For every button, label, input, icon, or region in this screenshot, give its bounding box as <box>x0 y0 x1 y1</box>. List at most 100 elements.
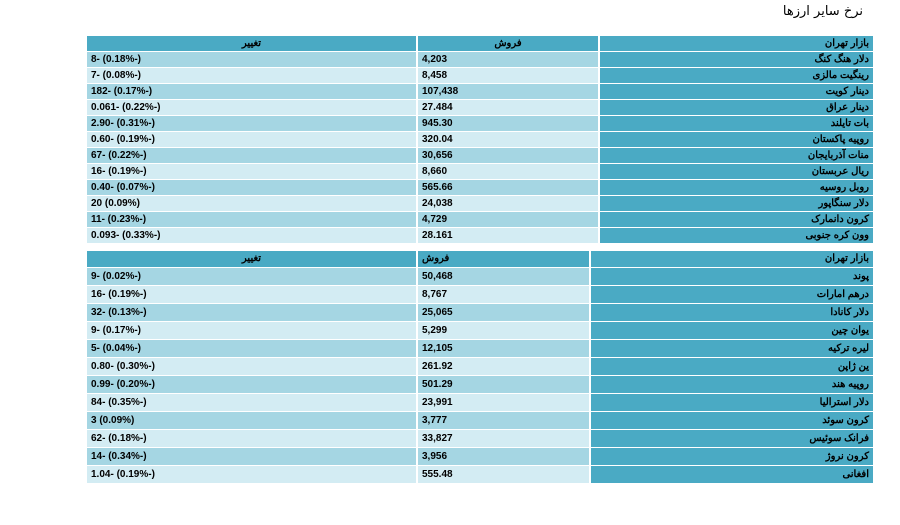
sell-price-cell: 50,468 <box>418 268 589 285</box>
table-row: 84- (0.35%-) 23,991 دلار استرالیا <box>87 394 873 411</box>
currency-name-cell: ریال عربستان <box>600 164 873 179</box>
currency-name-cell: دلار کانادا <box>591 304 873 321</box>
currency-name-cell: رینگیت مالزی <box>600 68 873 83</box>
currency-name-cell: افغانی <box>591 466 873 483</box>
sell-price-cell: 3,956 <box>418 448 589 465</box>
currency-name-cell: کرون نروژ <box>591 448 873 465</box>
sell-price-cell: 8,458 <box>418 68 598 83</box>
currency-name-cell: پوند <box>591 268 873 285</box>
table-row: 62- (0.18%-) 33,827 فرانک سوئیس <box>87 430 873 447</box>
change-cell: 67- (0.22%-) <box>87 148 416 163</box>
change-cell: 16- (0.19%-) <box>87 164 416 179</box>
table-row: 0.80- (0.30%-) 261.92 ین ژاپن <box>87 358 873 375</box>
table-row: 0.093- (0.33%-) 28.161 وون کره جنوبی <box>87 228 873 243</box>
table-header-row: تغییر فروش بازار تهران <box>87 36 873 51</box>
currency-name-cell: فرانک سوئیس <box>591 430 873 447</box>
change-cell: 5- (0.04%-) <box>87 340 416 357</box>
sell-price-cell: 3,777 <box>418 412 589 429</box>
currency-table-2: تغییر فروش بازار تهران 9- (0.02%-) 50,468… <box>85 250 875 484</box>
sell-price-cell: 25,065 <box>418 304 589 321</box>
sell-price-cell: 555.48 <box>418 466 589 483</box>
table-row: 2.90- (0.31%-) 945.30 بات تایلند <box>87 116 873 131</box>
table-row: 9- (0.17%-) 5,299 یوان چین <box>87 322 873 339</box>
change-cell: 11- (0.23%-) <box>87 212 416 227</box>
currency-name-cell: لیره ترکیه <box>591 340 873 357</box>
currency-name-cell: منات آذربایجان <box>600 148 873 163</box>
change-cell: 84- (0.35%-) <box>87 394 416 411</box>
change-cell: 3 (0.09%) <box>87 412 416 429</box>
table-row: 11- (0.23%-) 4,729 کرون دانمارک <box>87 212 873 227</box>
currency-name-cell: وون کره جنوبی <box>600 228 873 243</box>
change-cell: 1.04- (0.19%-) <box>87 466 416 483</box>
table-row: 1.04- (0.19%-) 555.48 افغانی <box>87 466 873 483</box>
table-row: 20 (0.09%) 24,038 دلار سنگاپور <box>87 196 873 211</box>
sell-price-cell: 12,105 <box>418 340 589 357</box>
header-change: تغییر <box>87 36 416 51</box>
currency-name-cell: دینار عراق <box>600 100 873 115</box>
change-cell: 9- (0.17%-) <box>87 322 416 339</box>
table-row: 7- (0.08%-) 8,458 رینگیت مالزی <box>87 68 873 83</box>
currency-name-cell: بات تایلند <box>600 116 873 131</box>
change-cell: 9- (0.02%-) <box>87 268 416 285</box>
change-cell: 8- (0.18%-) <box>87 52 416 67</box>
table-row: 32- (0.13%-) 25,065 دلار کانادا <box>87 304 873 321</box>
change-cell: 0.99- (0.20%-) <box>87 376 416 393</box>
sell-price-cell: 8,767 <box>418 286 589 303</box>
sell-price-cell: 501.29 <box>418 376 589 393</box>
table-row: 8- (0.18%-) 4,203 دلار هنگ کنگ <box>87 52 873 67</box>
change-cell: 16- (0.19%-) <box>87 286 416 303</box>
currency-name-cell: روبل روسیه <box>600 180 873 195</box>
currency-name-cell: دلار استرالیا <box>591 394 873 411</box>
table-row: 3 (0.09%) 3,777 کرون سوئد <box>87 412 873 429</box>
currency-name-cell: دلار سنگاپور <box>600 196 873 211</box>
currency-table-1: تغییر فروش بازار تهران 8- (0.18%-) 4,203 د… <box>85 35 875 244</box>
change-cell: 0.40- (0.07%-) <box>87 180 416 195</box>
table-row: 16- (0.19%-) 8,767 درهم امارات <box>87 286 873 303</box>
change-cell: 7- (0.08%-) <box>87 68 416 83</box>
change-cell: 14- (0.34%-) <box>87 448 416 465</box>
change-cell: 62- (0.18%-) <box>87 430 416 447</box>
header-sell: فروش <box>418 251 589 267</box>
table-row: 182- (0.17%-) 107,438 دینار کویت <box>87 84 873 99</box>
currency-name-cell: روپیه پاکستان <box>600 132 873 147</box>
sell-price-cell: 28.161 <box>418 228 598 243</box>
change-cell: 0.80- (0.30%-) <box>87 358 416 375</box>
table-row: 0.061- (0.22%-) 27.484 دینار عراق <box>87 100 873 115</box>
change-cell: 32- (0.13%-) <box>87 304 416 321</box>
currency-name-cell: کرون سوئد <box>591 412 873 429</box>
currency-name-cell: دینار کویت <box>600 84 873 99</box>
sell-price-cell: 107,438 <box>418 84 598 99</box>
change-cell: 0.093- (0.33%-) <box>87 228 416 243</box>
change-cell: 20 (0.09%) <box>87 196 416 211</box>
sell-price-cell: 5,299 <box>418 322 589 339</box>
table-row: 5- (0.04%-) 12,105 لیره ترکیه <box>87 340 873 357</box>
header-sell: فروش <box>418 36 598 51</box>
table-row: 16- (0.19%-) 8,660 ریال عربستان <box>87 164 873 179</box>
sell-price-cell: 33,827 <box>418 430 589 447</box>
sell-price-cell: 261.92 <box>418 358 589 375</box>
sell-price-cell: 4,729 <box>418 212 598 227</box>
change-cell: 2.90- (0.31%-) <box>87 116 416 131</box>
currency-name-cell: دلار هنگ کنگ <box>600 52 873 67</box>
sell-price-cell: 8,660 <box>418 164 598 179</box>
sell-price-cell: 320.04 <box>418 132 598 147</box>
header-market: بازار تهران <box>600 36 873 51</box>
sell-price-cell: 24,038 <box>418 196 598 211</box>
table-row: 0.99- (0.20%-) 501.29 روپیه هند <box>87 376 873 393</box>
sell-price-cell: 945.30 <box>418 116 598 131</box>
table-row: 67- (0.22%-) 30,656 منات آذربایجان <box>87 148 873 163</box>
sell-price-cell: 30,656 <box>418 148 598 163</box>
header-market: بازار تهران <box>591 251 873 267</box>
change-cell: 0.60- (0.19%-) <box>87 132 416 147</box>
currency-name-cell: یوان چین <box>591 322 873 339</box>
change-cell: 0.061- (0.22%-) <box>87 100 416 115</box>
table-row: 0.40- (0.07%-) 565.66 روبل روسیه <box>87 180 873 195</box>
table-row: 9- (0.02%-) 50,468 پوند <box>87 268 873 285</box>
sell-price-cell: 27.484 <box>418 100 598 115</box>
sell-price-cell: 23,991 <box>418 394 589 411</box>
table-row: 0.60- (0.19%-) 320.04 روپیه پاکستان <box>87 132 873 147</box>
table-row: 14- (0.34%-) 3,956 کرون نروژ <box>87 448 873 465</box>
header-change: تغییر <box>87 251 416 267</box>
currency-name-cell: کرون دانمارک <box>600 212 873 227</box>
